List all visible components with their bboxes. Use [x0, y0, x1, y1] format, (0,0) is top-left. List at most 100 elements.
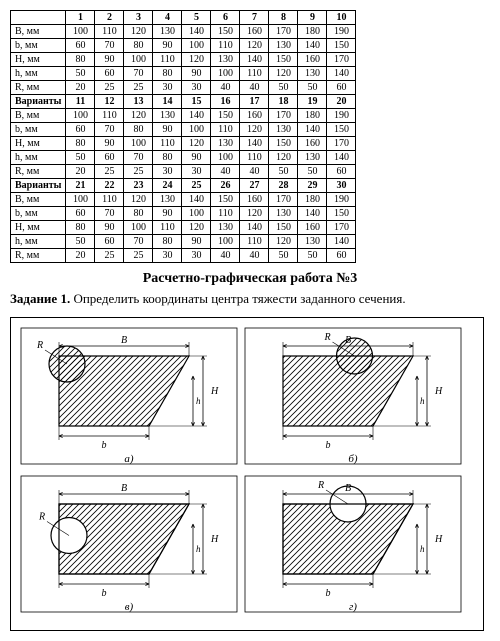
svg-text:B: B — [121, 335, 127, 346]
data-cell: 90 — [95, 221, 124, 235]
data-cell: 40 — [240, 81, 269, 95]
data-cell: 110 — [153, 137, 182, 151]
data-cell: 130 — [269, 123, 298, 137]
svg-text:H: H — [434, 534, 443, 545]
data-cell: 130 — [153, 25, 182, 39]
data-cell: 80 — [124, 39, 153, 53]
svg-text:а): а) — [124, 453, 134, 465]
data-cell: 60 — [327, 165, 356, 179]
data-cell: 70 — [124, 235, 153, 249]
data-cell: 70 — [124, 151, 153, 165]
data-cell: 60 — [66, 123, 95, 137]
data-cell: 120 — [182, 53, 211, 67]
data-cell: 110 — [95, 109, 124, 123]
data-cell: 110 — [211, 39, 240, 53]
data-cell: 60 — [327, 81, 356, 95]
svg-text:b: b — [102, 440, 107, 451]
data-cell: 130 — [211, 137, 240, 151]
data-cell: 120 — [240, 39, 269, 53]
data-cell: 60 — [66, 39, 95, 53]
data-cell: 26 — [211, 179, 240, 193]
data-cell: 100 — [182, 123, 211, 137]
data-cell: 100 — [124, 53, 153, 67]
data-cell: 23 — [124, 179, 153, 193]
data-cell: 16 — [211, 95, 240, 109]
data-cell: 140 — [327, 151, 356, 165]
data-cell: 50 — [269, 81, 298, 95]
data-cell: 90 — [182, 235, 211, 249]
data-cell: 100 — [124, 221, 153, 235]
data-cell: 180 — [298, 193, 327, 207]
data-cell: 25 — [182, 179, 211, 193]
row-label-cell: h, мм — [11, 151, 66, 165]
data-cell: 140 — [298, 123, 327, 137]
data-cell: 50 — [66, 67, 95, 81]
data-cell: 120 — [269, 235, 298, 249]
task-line: Задание 1. Определить координаты центра … — [10, 291, 490, 307]
data-cell: 11 — [66, 95, 95, 109]
svg-text:h: h — [420, 396, 425, 406]
data-cell: 17 — [240, 95, 269, 109]
figures-panel: BbHhRа)BbHhRб)BbHhRв)BbHhRг) — [10, 317, 484, 631]
data-cell: 1 — [66, 11, 95, 25]
data-cell: 120 — [124, 193, 153, 207]
data-cell: 40 — [211, 249, 240, 263]
data-cell: 40 — [211, 165, 240, 179]
data-cell: 170 — [327, 53, 356, 67]
svg-text:B: B — [121, 483, 127, 494]
data-cell: 120 — [269, 151, 298, 165]
data-cell: 150 — [327, 39, 356, 53]
data-cell: 180 — [298, 109, 327, 123]
data-cell: 30 — [327, 179, 356, 193]
data-cell: 130 — [153, 109, 182, 123]
data-cell: 150 — [211, 25, 240, 39]
data-cell: 180 — [298, 25, 327, 39]
data-cell: 90 — [95, 137, 124, 151]
data-cell: 120 — [240, 207, 269, 221]
data-cell: 110 — [153, 53, 182, 67]
data-cell: 190 — [327, 109, 356, 123]
data-cell: 40 — [211, 81, 240, 95]
data-cell: 170 — [269, 193, 298, 207]
figures-svg: BbHhRа)BbHhRб)BbHhRв)BbHhRг) — [17, 324, 465, 624]
row-label-cell: b, мм — [11, 123, 66, 137]
data-cell: 80 — [66, 221, 95, 235]
svg-text:б): б) — [348, 453, 358, 465]
data-cell: 2 — [95, 11, 124, 25]
svg-text:H: H — [210, 534, 219, 545]
data-cell: 130 — [298, 235, 327, 249]
svg-text:H: H — [210, 386, 219, 397]
variants-table: 12345678910В, мм100110120130140150160170… — [10, 10, 356, 263]
data-cell: 50 — [298, 81, 327, 95]
svg-text:в): в) — [125, 601, 134, 613]
data-cell: 160 — [240, 109, 269, 123]
data-cell: 110 — [240, 235, 269, 249]
data-cell: 100 — [182, 39, 211, 53]
data-cell: 120 — [124, 109, 153, 123]
data-cell: 110 — [211, 207, 240, 221]
svg-text:R: R — [36, 340, 43, 351]
data-cell: 25 — [95, 165, 124, 179]
data-cell: 100 — [182, 207, 211, 221]
data-cell: 130 — [211, 221, 240, 235]
data-cell: 30 — [153, 81, 182, 95]
data-cell: 60 — [327, 249, 356, 263]
data-cell: 30 — [153, 249, 182, 263]
data-cell: 80 — [124, 123, 153, 137]
data-cell: 150 — [269, 53, 298, 67]
svg-text:b: b — [102, 588, 107, 599]
data-cell: 140 — [298, 207, 327, 221]
row-label-cell: В, мм — [11, 25, 66, 39]
row-label-cell: b, мм — [11, 39, 66, 53]
row-label-cell: Варианты — [11, 95, 66, 109]
svg-text:B: B — [345, 335, 351, 346]
data-cell: 60 — [66, 207, 95, 221]
data-cell: 90 — [153, 207, 182, 221]
data-cell: 30 — [182, 165, 211, 179]
row-label-cell: H, мм — [11, 137, 66, 151]
data-cell: 50 — [66, 235, 95, 249]
data-cell: 190 — [327, 193, 356, 207]
row-label-cell: Варианты — [11, 179, 66, 193]
data-cell: 190 — [327, 25, 356, 39]
data-cell: 160 — [298, 221, 327, 235]
